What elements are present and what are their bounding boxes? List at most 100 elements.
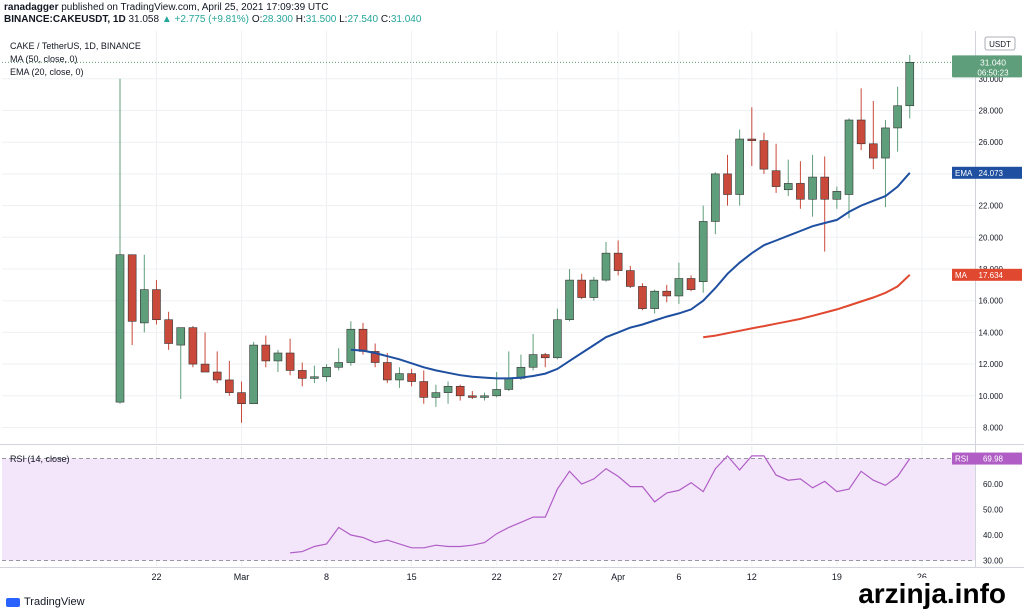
candle-body [358, 328, 368, 352]
candle-body [577, 279, 587, 298]
candle-body [771, 170, 781, 187]
time-axis-tick-label: 15 [407, 572, 417, 582]
candle-body [200, 363, 210, 373]
ma-badge-name: MA [955, 271, 968, 280]
legend-rsi[interactable]: RSI (14, close) [10, 454, 70, 464]
ma-badge-value: 17.634 [979, 271, 1004, 280]
tradingview-logo-text: TradingView [24, 596, 85, 608]
publish-info: published on TradingView.com, April 25, … [61, 2, 329, 13]
candle-body [698, 221, 708, 282]
legend-ema[interactable]: EMA (20, close, 0) [10, 67, 84, 77]
rsi-line [290, 455, 911, 554]
ema-badge-value: 24.073 [979, 169, 1004, 178]
time-axis-tick-label: 6 [676, 572, 681, 582]
time-axis-tick-label: 27 [552, 572, 562, 582]
tradingview-logo[interactable]: TradingView [6, 596, 85, 608]
candle-body [868, 143, 878, 159]
price-axis-tick-label: 12.000 [979, 360, 1004, 369]
candle-body [662, 290, 672, 297]
price-axis-tick-label: 30.000 [979, 75, 1004, 84]
candle-body [856, 119, 866, 145]
ema-value-badge [952, 166, 1022, 179]
low-value: 27.540 [347, 14, 379, 25]
price-axis-tick-label: 8.000 [983, 424, 1004, 433]
time-axis-tick-label: 12 [747, 572, 757, 582]
candle-body [565, 279, 574, 321]
candle-body [249, 344, 258, 405]
candle-body [601, 252, 611, 281]
last-price-badge-label: 31.040 [980, 57, 1006, 67]
candle-body [480, 395, 489, 398]
candle-body [285, 352, 295, 371]
candle-body [638, 286, 647, 309]
candle-body [152, 289, 161, 321]
candle-body [140, 289, 149, 324]
candle-body [504, 378, 514, 390]
candle-body [115, 254, 125, 403]
close-label: C: [380, 14, 391, 25]
low-label: L: [339, 14, 348, 25]
candle-body [261, 344, 271, 362]
candle-body [322, 366, 331, 378]
candle-body [686, 278, 696, 290]
candle-body [553, 319, 562, 359]
time-axis-tick-label: 26 [917, 572, 927, 582]
time-axis-tick-label: 8 [324, 572, 329, 582]
rsi-band [2, 458, 975, 561]
high-label: H: [295, 14, 306, 25]
candle-body [844, 119, 854, 195]
legend-ma[interactable]: MA (50, close, 0) [10, 54, 78, 64]
candle-body [492, 389, 501, 397]
open-label: O: [251, 14, 263, 25]
candle-body [407, 373, 416, 382]
candle-body [711, 173, 720, 222]
candle-body [346, 328, 356, 363]
candle-body [164, 319, 173, 344]
candle-body [735, 138, 744, 195]
legend-symbol: CAKE / TetherUS, 1D, BINANCE [10, 41, 141, 51]
currency-label: USDT [989, 40, 1011, 49]
candle-body [723, 173, 732, 195]
author-name[interactable]: ranadagger [4, 2, 59, 13]
price-axis-tick-label: 14.000 [979, 328, 1004, 337]
time-axis-tick-label: 22 [151, 572, 161, 582]
candle-body [905, 62, 915, 107]
chart-header: ranadagger published on TradingView.com,… [4, 2, 421, 26]
candle-body [273, 352, 283, 362]
time-axis-tick-label: 22 [492, 572, 502, 582]
candle-body [625, 270, 635, 287]
candle-body [127, 254, 137, 322]
last-price-badge [952, 55, 1022, 78]
candle-body [443, 385, 453, 393]
candle-body [225, 379, 234, 393]
tradingview-logo-icon [6, 597, 20, 607]
high-value: 31.500 [305, 14, 337, 25]
time-axis-tick-label: 19 [832, 572, 842, 582]
candle-body [455, 385, 465, 397]
candle-body [881, 127, 890, 159]
last-price: 31.058 [128, 14, 160, 25]
candle-body [674, 278, 684, 297]
candle-body [431, 392, 441, 398]
rsi-axis-tick-label: 50.00 [983, 506, 1004, 515]
open-value: 28.300 [262, 14, 293, 25]
candle-body [650, 290, 659, 309]
candle-body [540, 354, 550, 359]
price-axis-tick-label: 20.000 [979, 233, 1004, 242]
price-axis-tick-label: 22.000 [979, 202, 1004, 211]
candle-body [759, 140, 769, 170]
price-axis-tick-label: 16.000 [979, 297, 1004, 306]
rsi-axis-tick-label: 40.00 [983, 531, 1004, 540]
candle-body [468, 395, 477, 398]
rsi-axis-tick-label: 30.00 [983, 557, 1004, 566]
symbol-label: BINANCE:CAKEUSDT, 1D [4, 14, 126, 25]
watermark: arzinja.info [854, 578, 1010, 610]
candle-body [528, 354, 538, 368]
candle-body [747, 138, 757, 141]
time-axis-tick-label: Mar [234, 572, 250, 582]
ema-20-line [350, 172, 911, 380]
time-axis-tick-label: Apr [611, 572, 625, 582]
candle-body [419, 381, 429, 398]
candle-body [808, 176, 817, 200]
